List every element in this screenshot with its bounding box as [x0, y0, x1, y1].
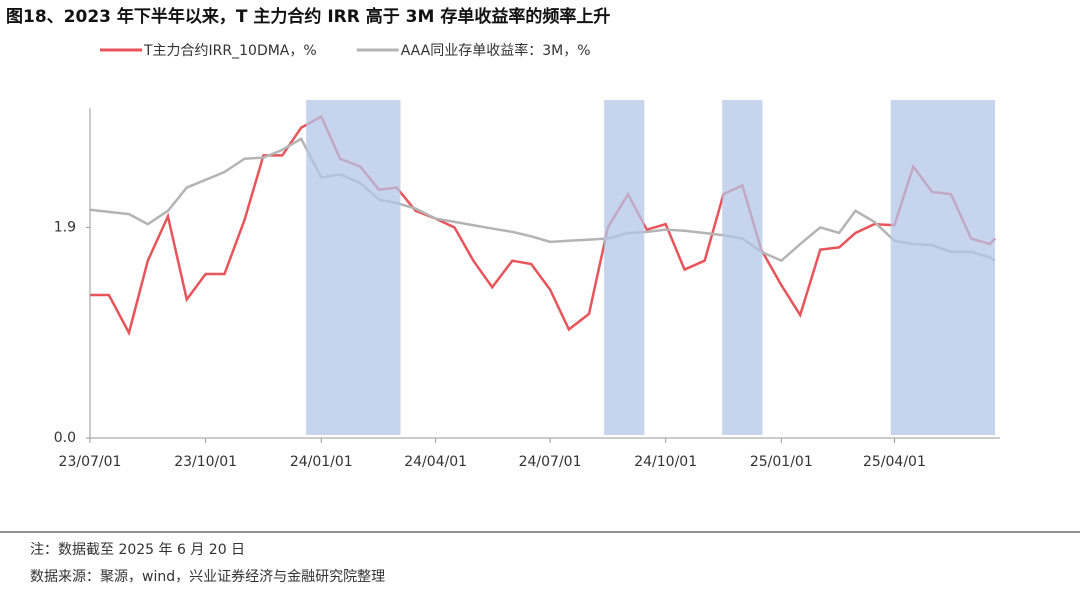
x-tick-label: 24/07/01	[519, 454, 582, 470]
shaded-period	[722, 100, 763, 435]
note: 注：数据截至 2025 年 6 月 20 日	[30, 542, 245, 558]
x-tick-label: 23/10/01	[174, 454, 237, 470]
shaded-period	[306, 100, 401, 435]
series-line	[90, 114, 996, 337]
x-tick-label: 23/07/01	[59, 454, 122, 470]
legend-label: AAA同业存单收益率：3M，%	[401, 42, 591, 59]
shaded-period	[890, 100, 995, 435]
source: 数据来源：聚源，wind，兴业证券经济与金融研究院整理	[30, 569, 385, 585]
x-tick-label: 24/10/01	[634, 454, 697, 470]
y-tick-label: 0.0	[54, 430, 76, 446]
legend-label: T主力合约IRR_10DMA，%	[143, 43, 317, 59]
x-tick-label: 24/01/01	[290, 454, 353, 470]
shaded-period	[604, 100, 645, 435]
x-tick-label: 24/04/01	[404, 454, 467, 470]
chart-title: 图18、2023 年下半年以来，T 主力合约 IRR 高于 3M 存单收益率的频…	[6, 6, 610, 27]
series-line	[89, 137, 996, 263]
y-tick-label: 1.9	[54, 219, 76, 235]
x-tick-label: 25/04/01	[863, 454, 926, 470]
x-tick-label: 25/01/01	[750, 454, 813, 470]
